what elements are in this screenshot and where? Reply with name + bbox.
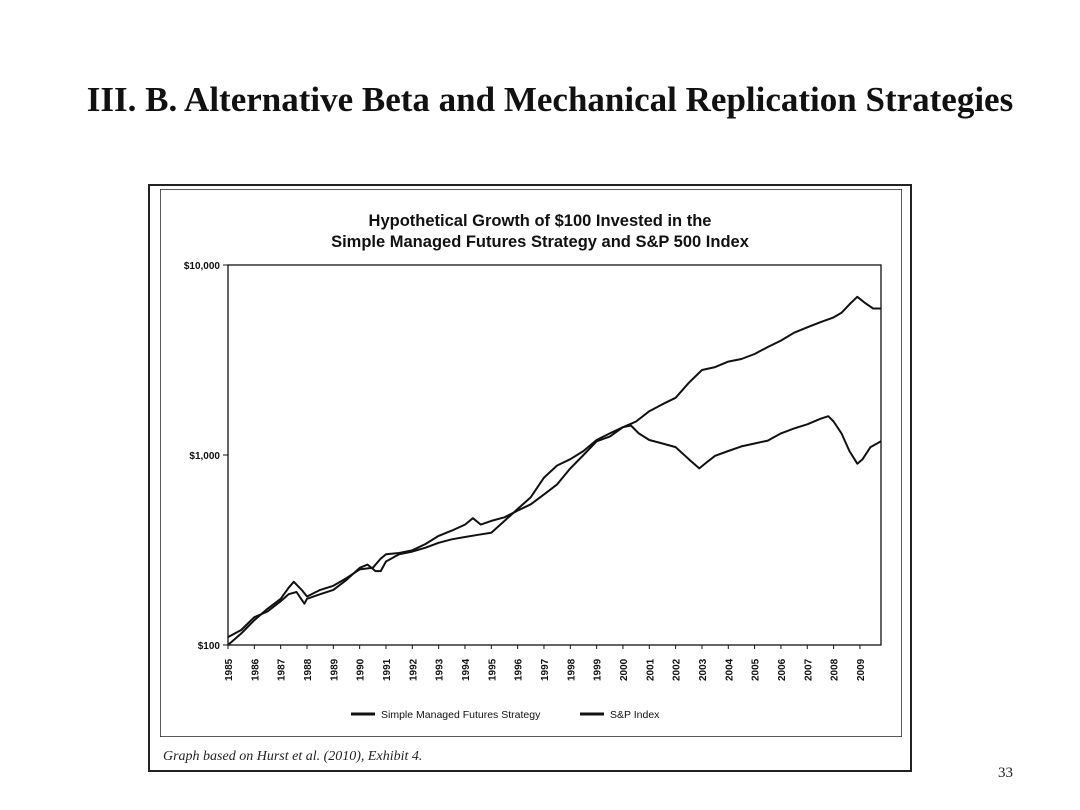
x-tick-label: 1997 xyxy=(540,658,551,681)
chart-subtitle: Simple Managed Futures Strategy and S&P … xyxy=(331,233,750,251)
x-tick-label: 1999 xyxy=(593,658,604,681)
y-tick-label: $10,000 xyxy=(184,261,221,272)
series-line-managed-futures xyxy=(227,295,881,646)
x-tick-label: 2006 xyxy=(777,658,788,681)
slide-title: III. B. Alternative Beta and Mechanical … xyxy=(86,80,1014,119)
x-tick-label: 2009 xyxy=(856,658,867,681)
chart-title: Hypothetical Growth of $100 Invested in … xyxy=(369,212,712,230)
x-tick-label: 1989 xyxy=(329,658,340,681)
x-tick-label: 1992 xyxy=(408,658,419,681)
page-number: 33 xyxy=(998,765,1013,781)
x-tick-label: 2007 xyxy=(803,658,814,681)
x-tick-label: 1985 xyxy=(224,658,235,681)
x-tick-label: 1986 xyxy=(250,658,261,681)
x-tick-label: 1993 xyxy=(435,658,446,681)
x-tick-label: 1998 xyxy=(566,658,577,681)
y-tick-label: $1,000 xyxy=(189,451,220,462)
x-tick-label: 2003 xyxy=(698,658,709,681)
x-tick-label: 2005 xyxy=(751,658,762,681)
x-tick-label: 2008 xyxy=(830,658,841,681)
legend-label: S&P Index xyxy=(610,709,660,721)
x-tick-label: 1995 xyxy=(487,658,498,681)
y-tick-label: $100 xyxy=(198,641,221,652)
x-tick-label: 2000 xyxy=(619,658,630,681)
x-tick-label: 1988 xyxy=(303,658,314,681)
x-tick-label: 2001 xyxy=(645,658,656,681)
x-tick-label: 2002 xyxy=(672,658,683,681)
legend-label: Simple Managed Futures Strategy xyxy=(381,709,541,721)
x-tick-label: 1987 xyxy=(277,658,288,681)
chart-container: Hypothetical Growth of $100 Invested in … xyxy=(160,189,902,737)
x-tick-label: 1996 xyxy=(514,658,525,681)
series-line-sp-index xyxy=(227,415,882,638)
x-tick-label: 1991 xyxy=(382,658,393,681)
line-chart: Hypothetical Growth of $100 Invested in … xyxy=(160,189,902,737)
x-tick-label: 2004 xyxy=(724,658,735,681)
source-note: Graph based on Hurst et al. (2010), Exhi… xyxy=(163,749,423,764)
x-tick-label: 1990 xyxy=(356,658,367,681)
x-tick-label: 1994 xyxy=(461,658,472,681)
